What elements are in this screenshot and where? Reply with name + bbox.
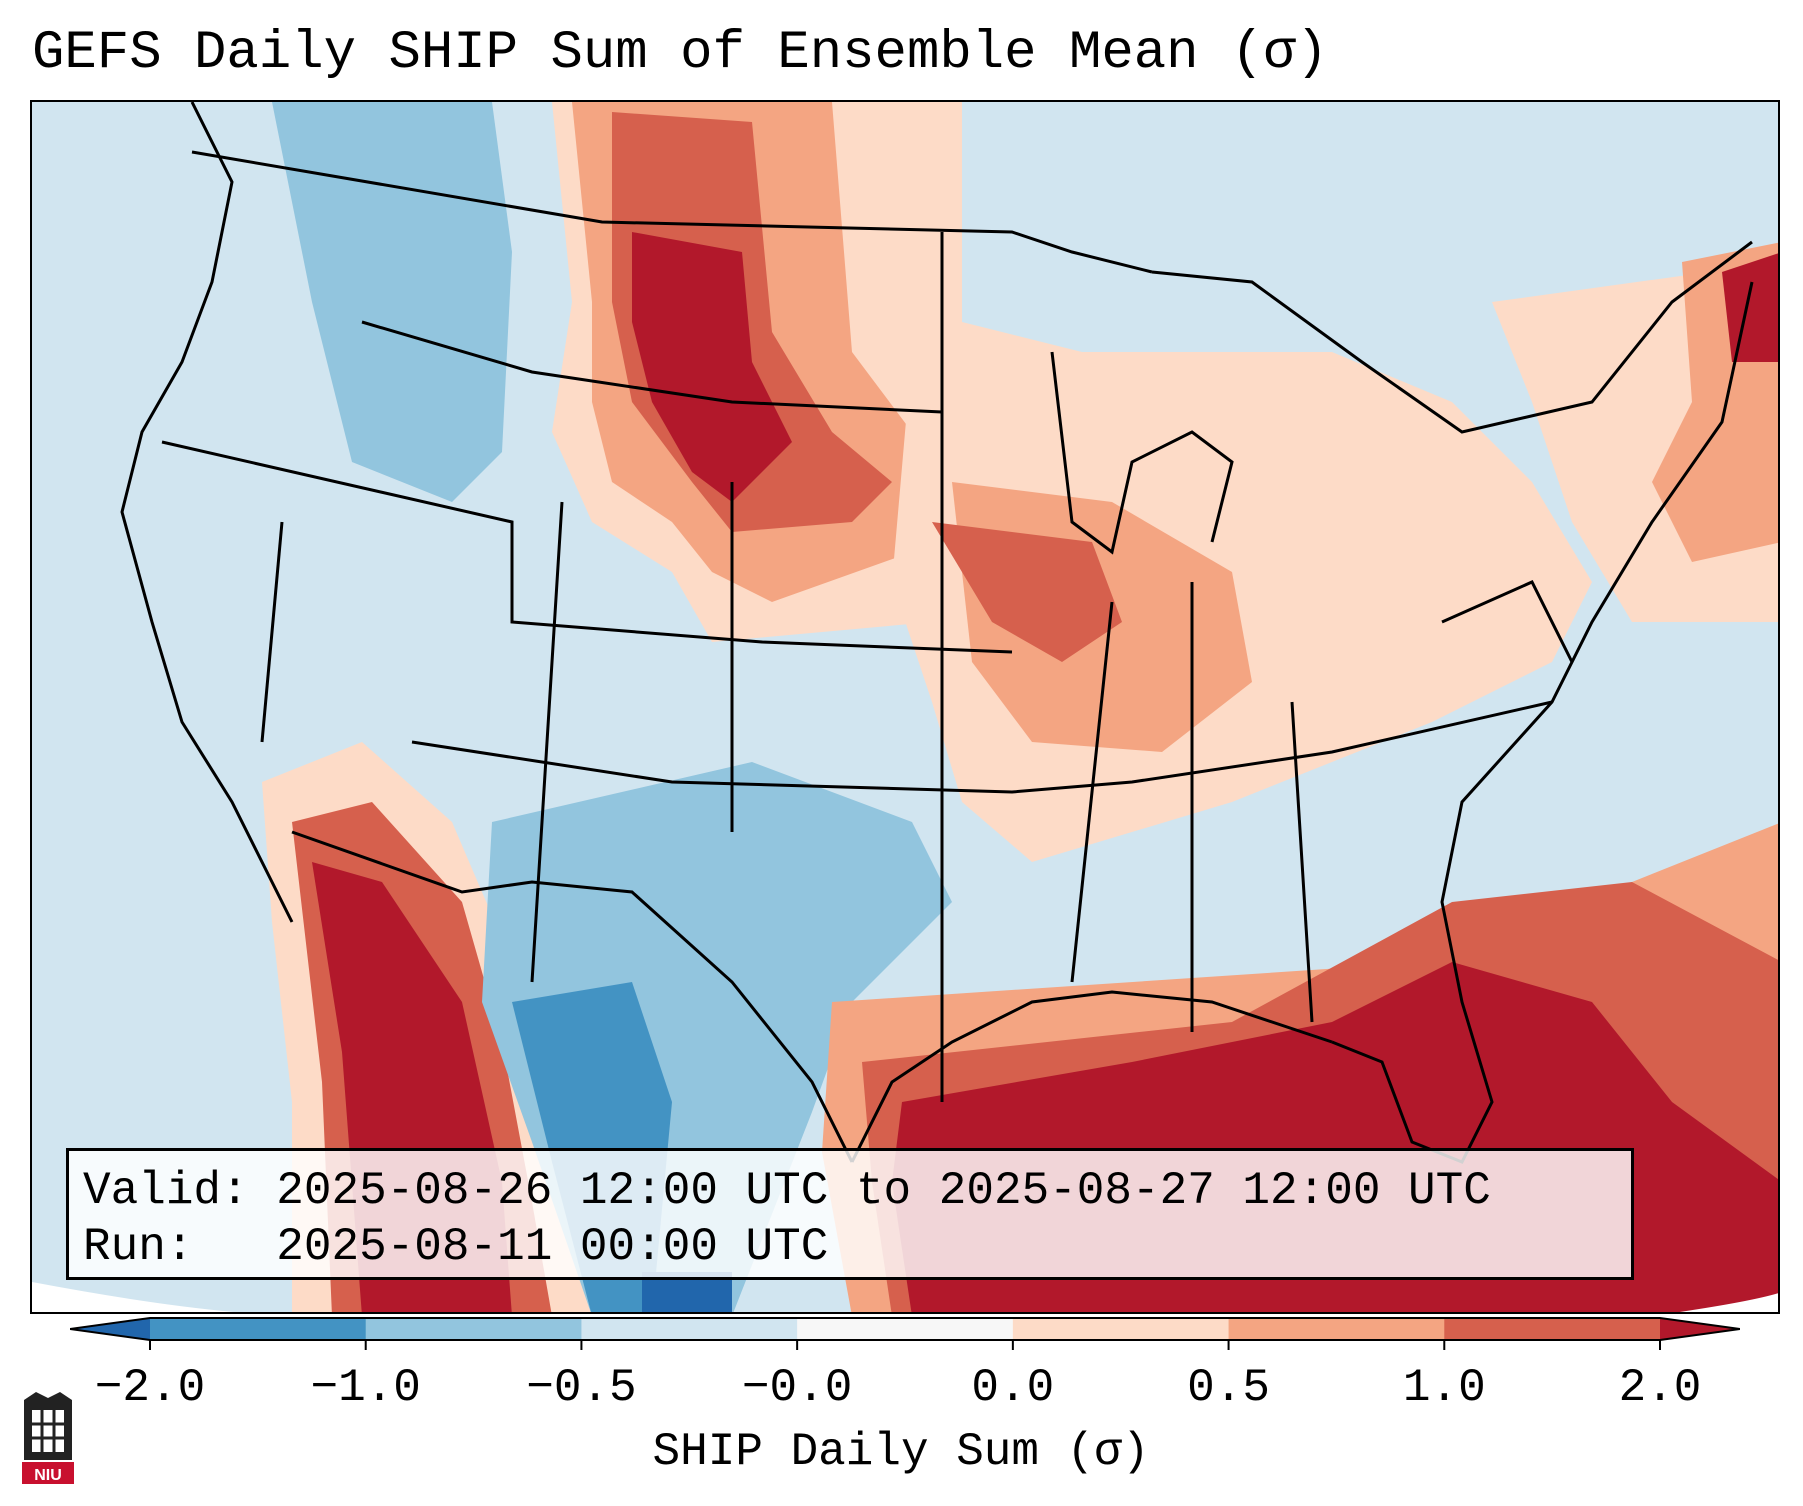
validity-info-box: Valid: 2025-08-26 12:00 UTC to 2025-08-2… [66,1148,1634,1280]
colorbar-bin [365,1318,582,1340]
anomaly-region [632,232,792,502]
colorbar-outline [70,1317,1740,1341]
niu-logo: NIU [22,1392,74,1484]
run-value: 2025-08-11 00:00 UTC [276,1221,829,1273]
mexico-border [291,830,854,1163]
valid-label: Valid: [83,1165,249,1217]
colorbar-bin [797,1318,1014,1340]
valid-line: Valid: 2025-08-26 12:00 UTC to 2025-08-2… [83,1163,1631,1219]
colorbar-label: SHIP Daily Sum (σ) [652,1426,1150,1478]
chart-title: GEFS Daily SHIP Sum of Ensemble Mean (σ) [32,23,1329,84]
gulf-coastline [850,990,1333,1163]
colorbar-tick-label: 0.5 [1187,1362,1270,1414]
colorbar-tick-label: −1.0 [310,1362,421,1414]
colorbar-tick-label: −0.5 [526,1362,637,1414]
anomaly-map [32,102,1778,1312]
colorbar-bin [1012,1318,1230,1340]
west-coastline [120,102,294,923]
colorbar-tick-label: 1.0 [1402,1362,1486,1414]
east-coastline [1331,281,1754,1164]
state-border [361,320,943,414]
colorbar [70,1317,1740,1350]
colorbar-tick-label: −2.0 [94,1362,206,1414]
colorbar-bin [1444,1318,1661,1340]
logo-badge [22,1462,74,1484]
coastlines-and-borders [120,102,1754,1164]
colorbar-tick-label: 0.0 [971,1362,1055,1414]
state-border [1441,580,1574,663]
off-map-area [1679,1293,1778,1312]
colorbar-tick-label: 2.0 [1618,1362,1702,1414]
canada-border [191,150,1153,274]
colorbar-bin [1228,1318,1445,1340]
lake-michigan-outline [1050,351,1234,555]
valid-value: 2025-08-26 12:00 UTC to 2025-08-27 12:00… [276,1165,1491,1217]
state-border [260,521,284,743]
anomaly-region [642,1272,732,1312]
logo-text: NIU [34,1467,62,1484]
state-border [530,501,564,983]
anomaly-region [272,102,512,502]
colorbar-bin [150,1318,367,1340]
map-panel [30,100,1780,1314]
anomaly-region [1722,253,1778,362]
colorbar-min-arrow [70,1318,150,1340]
anomaly-region [932,522,1122,662]
state-border [1290,701,1314,1023]
colorbar-max-arrow [1660,1318,1740,1340]
off-map-area [32,1282,235,1312]
state-border [411,700,1553,794]
logo-window-icon [32,1410,64,1452]
colorbar-bin [581,1318,798,1340]
run-label: Run: [83,1221,194,1273]
logo-grid-icon [32,1410,64,1452]
run-line: Run: 2025-08-11 00:00 UTC [83,1219,1631,1275]
great-lakes-border [1151,240,1753,434]
state-border [161,440,1013,654]
colorbar-tick-label: −0.0 [741,1362,853,1414]
state-border [1070,601,1114,983]
